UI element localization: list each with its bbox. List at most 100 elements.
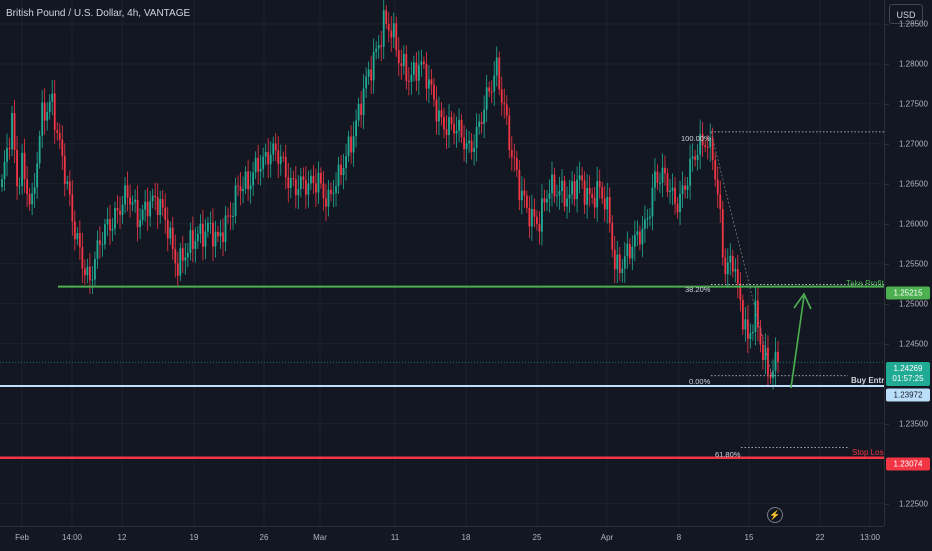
take-profit-price-tag: 1.25215 xyxy=(886,286,930,300)
price-tick-label: 1.24500 xyxy=(899,339,928,349)
candle-body xyxy=(412,62,415,75)
arrow-shaft xyxy=(790,295,805,389)
candle xyxy=(325,184,327,221)
candle xyxy=(207,217,209,238)
candle xyxy=(181,235,184,273)
candle-body xyxy=(651,187,654,217)
candle xyxy=(558,176,561,210)
candle-body xyxy=(23,152,26,179)
candle-body xyxy=(317,172,320,193)
candle-body xyxy=(101,244,104,246)
candle-body xyxy=(355,120,357,137)
candle xyxy=(352,121,355,167)
candle xyxy=(219,219,222,249)
candle-body xyxy=(777,351,779,363)
candle-body xyxy=(78,233,81,248)
currency-button[interactable]: USD xyxy=(889,4,923,24)
candle-body xyxy=(380,45,383,47)
candle xyxy=(734,258,737,283)
candle-body xyxy=(377,45,380,49)
candle-body xyxy=(63,155,66,184)
candle xyxy=(649,208,651,227)
candle-body xyxy=(453,124,455,134)
time-axis[interactable]: Feb 14:00 12 19 26 Mar 11 18 25 Apr 8 15 22 13:00 xyxy=(0,526,884,551)
candle-body xyxy=(332,193,335,195)
candle-body xyxy=(244,171,247,189)
candle xyxy=(500,76,503,116)
candle-body xyxy=(204,231,207,247)
candle xyxy=(757,287,759,342)
candle-layer xyxy=(1,0,779,390)
candle-body xyxy=(337,164,340,186)
candle-body xyxy=(327,189,330,207)
candle-body xyxy=(741,300,744,330)
candle xyxy=(124,176,126,214)
candle xyxy=(58,123,61,150)
candle xyxy=(232,202,234,230)
candle-body xyxy=(342,168,345,176)
candle xyxy=(571,171,573,205)
candle-body xyxy=(525,195,528,208)
candle-body xyxy=(91,279,94,281)
candle-body xyxy=(272,143,275,155)
candle-body xyxy=(370,69,373,81)
candle-body xyxy=(86,266,89,276)
chart-canvas[interactable] xyxy=(0,0,884,526)
candle-body xyxy=(410,74,413,82)
candle xyxy=(91,266,94,294)
candle xyxy=(435,86,438,135)
candle xyxy=(576,166,578,213)
candle xyxy=(618,246,621,281)
candle xyxy=(541,184,543,246)
candle-body xyxy=(593,197,596,208)
candle-body xyxy=(382,10,385,47)
price-axis[interactable]: USD 1.28500 1.28000 1.27500 1.27000 1.26500 1… xyxy=(884,0,932,526)
candle xyxy=(417,50,420,95)
candle xyxy=(242,176,244,204)
candle-body xyxy=(679,193,681,213)
candle xyxy=(749,323,752,349)
candle-body xyxy=(503,102,506,105)
candle xyxy=(505,95,508,125)
candle-body xyxy=(207,222,209,232)
candle-body xyxy=(538,224,541,232)
candle-body xyxy=(392,23,395,38)
chart-area[interactable]: British Pound / U.S. Dollar, 4h, VANTAGE… xyxy=(0,0,884,526)
candle-body xyxy=(757,300,759,328)
candle xyxy=(621,258,624,283)
candle-body xyxy=(189,230,192,253)
candle-body xyxy=(131,202,134,205)
candle xyxy=(126,171,129,212)
candle-body xyxy=(259,168,262,172)
candle-body xyxy=(400,63,403,66)
lightning-icon[interactable]: ⚡ xyxy=(767,507,783,523)
candle-body xyxy=(558,191,561,196)
candle xyxy=(638,225,641,251)
price-tick-mark xyxy=(885,23,889,25)
candle xyxy=(6,133,8,177)
candle-body xyxy=(633,235,636,247)
candle-body xyxy=(701,133,704,146)
candle-body xyxy=(202,223,204,247)
candle-body xyxy=(744,319,747,330)
candle-body xyxy=(430,79,433,85)
candle xyxy=(269,141,272,178)
candle-body xyxy=(729,255,732,263)
price-tick-label: 1.28500 xyxy=(899,19,928,29)
candle-body xyxy=(114,207,116,229)
candle-body xyxy=(247,171,250,190)
candle xyxy=(1,174,3,192)
candle-body xyxy=(279,156,282,164)
candle xyxy=(375,41,378,60)
candle xyxy=(741,294,744,335)
candle-body xyxy=(586,188,589,205)
candle-body xyxy=(254,157,257,173)
price-tick-mark xyxy=(885,423,889,425)
candle xyxy=(191,216,194,263)
price-tick-label: 1.25500 xyxy=(899,259,928,269)
symbol-title: British Pound / U.S. Dollar, 4h, VANTAGE xyxy=(6,8,191,19)
candle xyxy=(136,185,139,242)
candle-body xyxy=(460,119,463,138)
candle xyxy=(573,174,576,207)
candle xyxy=(297,175,300,210)
